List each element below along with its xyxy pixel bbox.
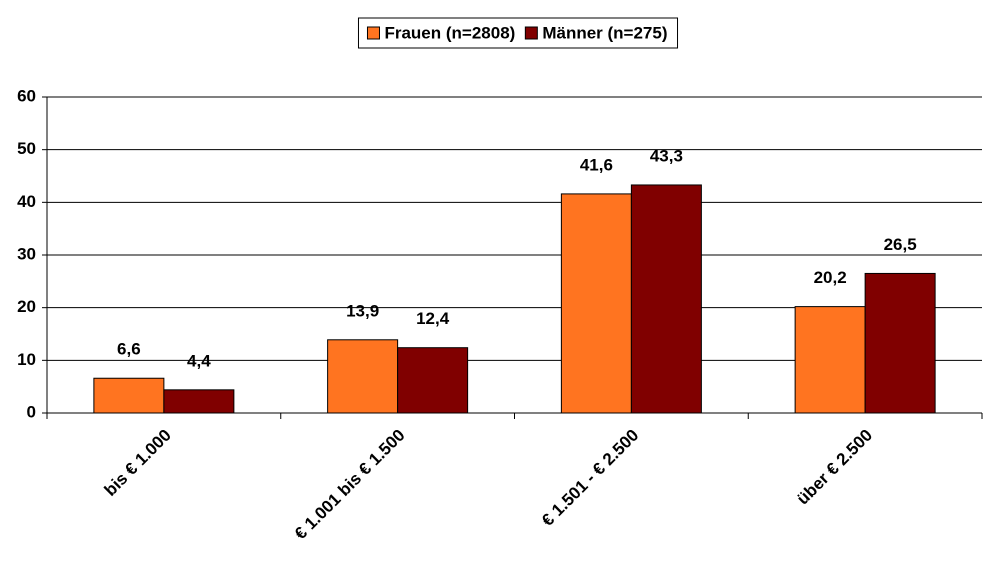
- bar: [560, 193, 632, 414]
- value-label: 20,2: [814, 268, 847, 287]
- value-label: 6,6: [117, 340, 141, 359]
- legend-box: [357, 17, 679, 49]
- bar: [163, 389, 235, 414]
- value-label: 4,4: [187, 351, 211, 370]
- value-label: 41,6: [580, 155, 613, 174]
- legend-label: Männer (n=275): [542, 23, 667, 42]
- bar: [794, 306, 866, 414]
- x-tick-label: € 1.501 - € 2.500: [538, 426, 642, 530]
- value-label: 26,5: [884, 235, 917, 254]
- value-label: 12,4: [416, 309, 450, 328]
- bar: [864, 272, 936, 414]
- y-tick-label: 40: [17, 192, 36, 211]
- x-tick-label: über € 2.500: [793, 426, 876, 509]
- bar: [327, 339, 399, 414]
- y-tick-label: 60: [17, 86, 36, 105]
- legend-swatch: [524, 26, 538, 40]
- legend-label: Frauen (n=2808): [384, 23, 515, 42]
- y-tick-label: 0: [27, 402, 36, 421]
- x-tick-label: € 1.001 bis € 1.500: [291, 426, 409, 544]
- y-tick-label: 50: [17, 139, 36, 158]
- value-label: 43,3: [650, 146, 683, 165]
- bar: [93, 377, 165, 414]
- y-tick-label: 30: [17, 244, 36, 263]
- y-tick-label: 10: [17, 350, 36, 369]
- x-tick-label: bis € 1.000: [101, 426, 175, 500]
- value-label: 13,9: [346, 301, 379, 320]
- bar: [397, 347, 469, 414]
- y-tick-label: 20: [17, 297, 36, 316]
- bar: [630, 184, 702, 414]
- legend-swatch: [366, 26, 380, 40]
